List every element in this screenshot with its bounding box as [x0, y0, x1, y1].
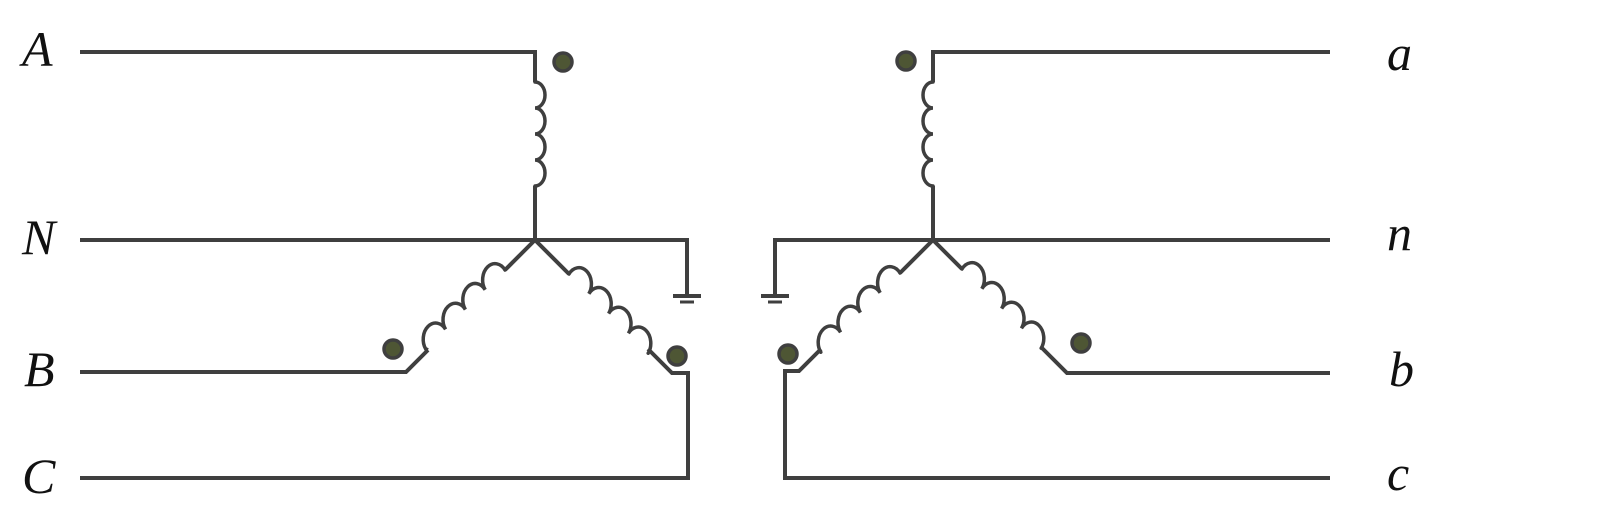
primary-polarity-dot-a — [552, 51, 574, 73]
label-A: A — [19, 21, 53, 77]
label-c: c — [1387, 445, 1409, 501]
secondary-side — [761, 50, 1330, 480]
secondary-neutral-line — [773, 238, 1330, 296]
secondary-line-b — [1039, 345, 1330, 375]
primary-ground-icon — [673, 294, 701, 304]
secondary-winding-b — [931, 238, 1046, 350]
label-a: a — [1387, 25, 1412, 81]
label-N: N — [21, 209, 58, 265]
secondary-line-a — [931, 50, 1330, 82]
primary-winding-a — [533, 80, 547, 240]
label-B: B — [24, 341, 55, 397]
secondary-polarity-dot-c — [777, 343, 799, 365]
primary-line-c — [80, 347, 690, 480]
primary-polarity-dot-b — [382, 338, 404, 360]
label-b: b — [1389, 341, 1414, 397]
primary-line-a — [80, 50, 537, 82]
primary-winding-c — [533, 238, 653, 355]
label-C: C — [22, 448, 56, 504]
secondary-winding-c — [816, 238, 935, 354]
secondary-polarity-dot-a — [895, 50, 917, 72]
secondary-winding-a — [921, 80, 935, 240]
secondary-line-c — [783, 347, 1330, 480]
label-n: n — [1387, 205, 1412, 261]
primary-side — [80, 50, 701, 480]
primary-polarity-dot-c — [666, 345, 688, 367]
primary-winding-b — [421, 238, 537, 352]
primary-line-b — [80, 348, 430, 374]
primary-neutral-line — [80, 238, 689, 296]
secondary-ground-icon — [761, 294, 789, 304]
secondary-polarity-dot-b — [1070, 332, 1092, 354]
